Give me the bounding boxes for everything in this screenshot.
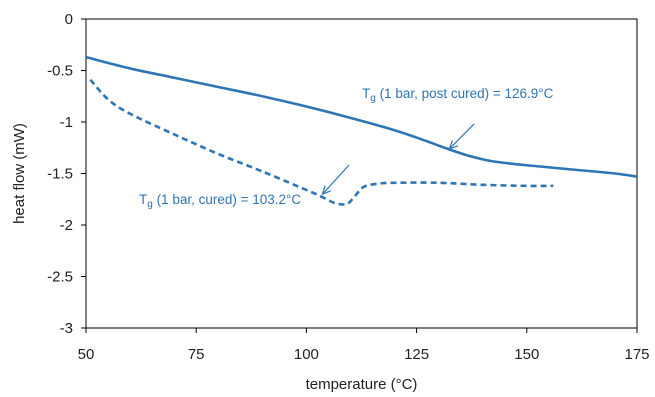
annotation-subscript: g bbox=[370, 93, 376, 104]
series-line-post-cured-solid bbox=[85, 55, 638, 178]
annotation-subscript: g bbox=[147, 199, 153, 210]
y-axis-label: heat flow (mW) bbox=[11, 123, 28, 224]
annotation-text: (1 bar, post cured) = 126.9°C bbox=[376, 86, 554, 101]
plot-area-frame bbox=[85, 18, 638, 329]
x-tick-label: 50 bbox=[78, 346, 95, 363]
annotation-symbol: T bbox=[362, 86, 370, 101]
x-tick-label: 125 bbox=[404, 346, 429, 363]
annotation-symbol: T bbox=[139, 192, 147, 207]
x-tick-label: 100 bbox=[294, 346, 319, 363]
annotation-post-cured: Tg (1 bar, post cured) = 126.9°C bbox=[362, 86, 554, 104]
annotation-cured: Tg (1 bar, cured) = 103.2°C bbox=[139, 192, 301, 210]
series-group bbox=[85, 55, 638, 206]
series-line-cured-dashed bbox=[89, 78, 554, 206]
annotations-group: Tg (1 bar, post cured) = 126.9°CTg (1 ba… bbox=[139, 86, 554, 210]
x-tick-label: 150 bbox=[514, 346, 539, 363]
y-tick-label: -1.5 bbox=[47, 166, 73, 183]
axes: 0 -0.5 -1 -1.5 -2 -2.5 -3 50 75 100 125 150 175 tempe… bbox=[11, 11, 650, 393]
annotation-arrow bbox=[449, 123, 475, 150]
y-tick-label: -2 bbox=[60, 217, 73, 234]
y-tick-label: -0.5 bbox=[47, 63, 73, 80]
annotation-arrow bbox=[322, 164, 350, 195]
x-tick-label: 75 bbox=[188, 346, 205, 363]
annotation-arrowhead bbox=[321, 185, 332, 196]
y-tick-label: -3 bbox=[60, 320, 73, 337]
x-axis-label: temperature (°C) bbox=[306, 376, 418, 393]
y-tick-label: -1 bbox=[60, 114, 73, 131]
annotation-text: (1 bar, cured) = 103.2°C bbox=[153, 192, 302, 207]
x-tick-label: 175 bbox=[624, 346, 649, 363]
y-tick-label: 0 bbox=[65, 11, 73, 28]
annotation-arrowhead bbox=[448, 140, 459, 150]
y-tick-label: -2.5 bbox=[47, 269, 73, 286]
